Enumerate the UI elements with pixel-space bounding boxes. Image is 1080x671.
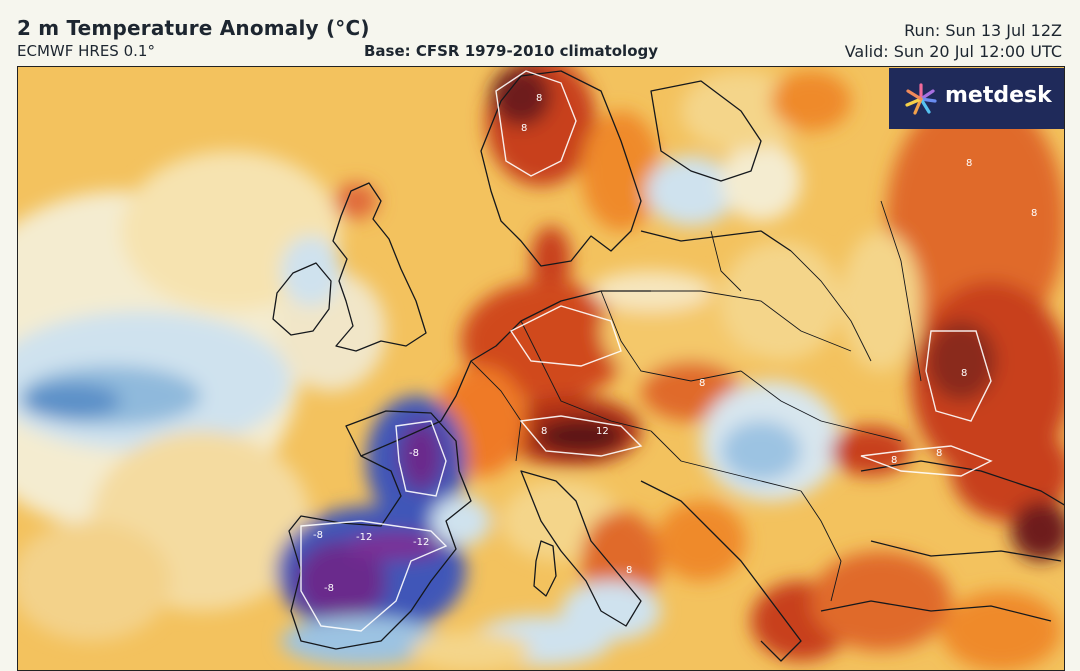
contour-labels: 8 8 8 8 8 8 8 12 -8 8 8 -8 -12 -12 -8 8 (313, 93, 1037, 594)
map-title: 2 m Temperature Anomaly (°C) (17, 16, 370, 40)
contour-label: 8 (961, 368, 967, 379)
contour-label: 8 (936, 448, 942, 459)
contour-label: 12 (596, 426, 609, 437)
contour-label: 8 (626, 565, 632, 576)
contour-label: 8 (536, 93, 542, 104)
contour-label: 8 (521, 123, 527, 134)
contour-label: 8 (541, 426, 547, 437)
anomaly-contours (300, 70, 993, 632)
contour-label: -12 (356, 532, 372, 543)
contour-label: 8 (1031, 208, 1037, 219)
country-borders (470, 200, 922, 602)
map-canvas: 8 8 8 8 8 8 8 12 -8 8 8 -8 -12 -12 -8 8 (18, 67, 1064, 670)
model-name: ECMWF HRES 0.1° (17, 42, 155, 60)
contour-label: -8 (409, 448, 419, 459)
valid-time: Valid: Sun 20 Jul 12:00 UTC (844, 42, 1062, 61)
run-time: Run: Sun 13 Jul 12Z (904, 21, 1062, 40)
metdesk-logo: metdesk (889, 68, 1064, 129)
contour-label: 8 (699, 378, 705, 389)
metdesk-star-icon (905, 83, 937, 115)
contour-label: -8 (313, 530, 323, 541)
map-header: 2 m Temperature Anomaly (°C) ECMWF HRES … (0, 0, 1080, 66)
coastlines (272, 70, 1064, 662)
contour-label: 8 (891, 455, 897, 466)
contour-label: -8 (324, 583, 334, 594)
contour-label: 8 (966, 158, 972, 169)
anomaly-map: 8 8 8 8 8 8 8 12 -8 8 8 -8 -12 -12 -8 8 (17, 66, 1065, 671)
contour-label: -12 (413, 537, 429, 548)
base-climatology: Base: CFSR 1979-2010 climatology (364, 42, 659, 60)
metdesk-wordmark: metdesk (945, 83, 1052, 108)
